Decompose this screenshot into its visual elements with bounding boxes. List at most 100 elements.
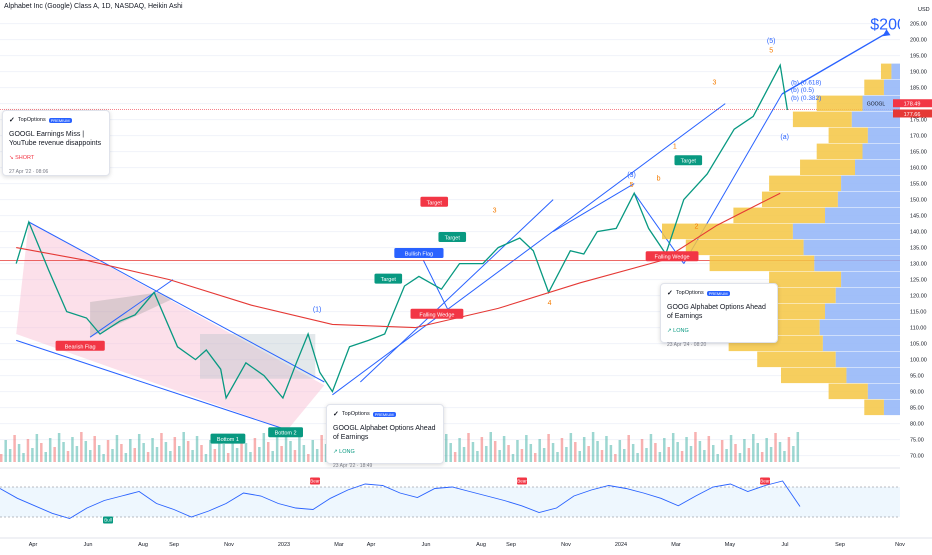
vp-bar-up [662,223,793,240]
rsi-tag-bg [310,477,320,485]
volume-bar [129,439,132,462]
sub-2-label: 2 [694,223,698,230]
price-tick-label: 70.00 [910,454,924,460]
time-tick-label: Aug [476,542,486,548]
volume-bar [84,441,88,462]
price-tick-label: 200.00 [910,38,927,44]
volume-bar [689,446,693,462]
volume-bar [694,432,697,462]
vp-bar-up [864,399,884,416]
callout-long-2024[interactable]: ✓ TopOptions PREMIUM GOOG Alphabet Options… [660,283,778,348]
price-tick-label: 100.00 [910,358,927,364]
volume-bar [525,435,528,462]
volume-bar [605,436,608,462]
price-tick-label: 130.00 [910,262,927,268]
volume-bar [538,439,541,462]
volume-bar [462,447,466,462]
volume-bar [796,432,800,462]
vp-bar-down [883,79,900,96]
wave-5-label: (5) [767,38,776,45]
time-tick-label: 2023 [278,542,290,548]
volume-bar [556,452,559,462]
volume-bar [614,454,617,462]
sub-1-label: 1 [673,143,677,150]
sub-3-label-1: 3 [493,207,497,214]
target-tag-1: Target [381,277,397,283]
price-tick-label: 165.00 [910,150,927,156]
vp-bar-up [685,239,804,256]
volume-bar [284,432,288,462]
wave-3-label: (3) [627,172,636,179]
volume-bar [57,433,61,462]
brand-logo-icon: ✓ [333,411,339,418]
volume-bar [253,438,257,462]
volume-bar [738,453,742,462]
volume-bar [752,434,755,462]
target-tag-2: Target [445,236,461,242]
callout-headline: GOOGL Earnings Miss | YouTube revenue di… [9,131,102,148]
volume-bar [244,443,248,462]
callout-long-2023[interactable]: ✓ TopOptions PREMIUM GOOGL Alphabet Option… [326,404,444,469]
price-tick-label: 150.00 [910,198,927,204]
bearish-flag-tag-bg [55,340,105,351]
volume-bar [725,449,728,462]
vp-bar-up [880,63,892,80]
callout-brand: ✓ TopOptions PREMIUM [667,289,771,297]
time-tick-label: Jul [781,542,788,548]
last-price-label-2: 177.66 [904,112,921,118]
callout-side: ↗ LONG [333,448,355,455]
time-tick-label: Sep [506,542,516,548]
vp-bar-up [781,367,847,384]
price-tick-label: 195.00 [910,54,927,60]
vp-bar-up [828,127,868,144]
volume-bar [22,453,25,462]
rsi-band [0,487,900,517]
volume-bar [658,452,662,462]
volume-bar [769,447,773,462]
volume-bar [209,440,212,462]
callout-short[interactable]: ✓ TopOptions PREMIUM GOOGL Earnings Miss |… [2,110,110,176]
time-tick-label: Sep [835,542,845,548]
volume-bar [493,441,497,462]
vp-bar-up [800,159,856,176]
volume-bar [792,446,795,462]
arrow-head-icon [882,29,891,37]
price-tick-label: 125.00 [910,278,927,284]
volume-bar [685,437,688,462]
volume-bar [783,451,786,462]
volume-bar [0,454,3,462]
wave-b-382-label: (b) (0.382) [791,95,821,102]
volume-bar [235,448,239,462]
target-price-label: $200 [870,16,906,33]
volume-bar [146,452,150,462]
vp-bar-down [792,223,900,240]
volume-bar [578,451,581,462]
volume-bar [267,442,270,462]
vp-bar-down [883,399,900,416]
callout-headline: GOOG Alphabet Options Ahead of Earnings [667,304,766,321]
volume-bar [178,446,181,462]
volume-bar [315,449,319,462]
volume-bar [191,450,194,462]
price-tick-label: 80.00 [910,422,924,428]
volume-bar [640,439,644,462]
volume-bar [4,440,7,462]
volume-bar [289,441,292,462]
volume-bar [636,453,639,462]
volume-bar [565,447,568,462]
chart-title: Alphabet Inc (Google) Class A, 1D, NASDA… [4,3,183,10]
double-bottom-zone [200,334,316,379]
volume-bar [120,444,123,462]
volume-bar [320,435,323,462]
trend-line [16,339,288,431]
volume-bar [480,437,484,462]
vp-bar-up [816,95,863,112]
vp-bar-down [846,367,900,384]
time-tick-label: Nov [561,542,571,548]
price-tick-label: 190.00 [910,70,927,76]
last-price-label-1: 178.49 [904,102,921,108]
volume-bar [124,453,128,462]
brand-name: TopOptions [675,290,704,296]
annotations: Bearish Flag Bottom 1 Bottom 2 Bullish Flag… [55,16,906,444]
brand-logo-icon: ✓ [9,117,15,124]
